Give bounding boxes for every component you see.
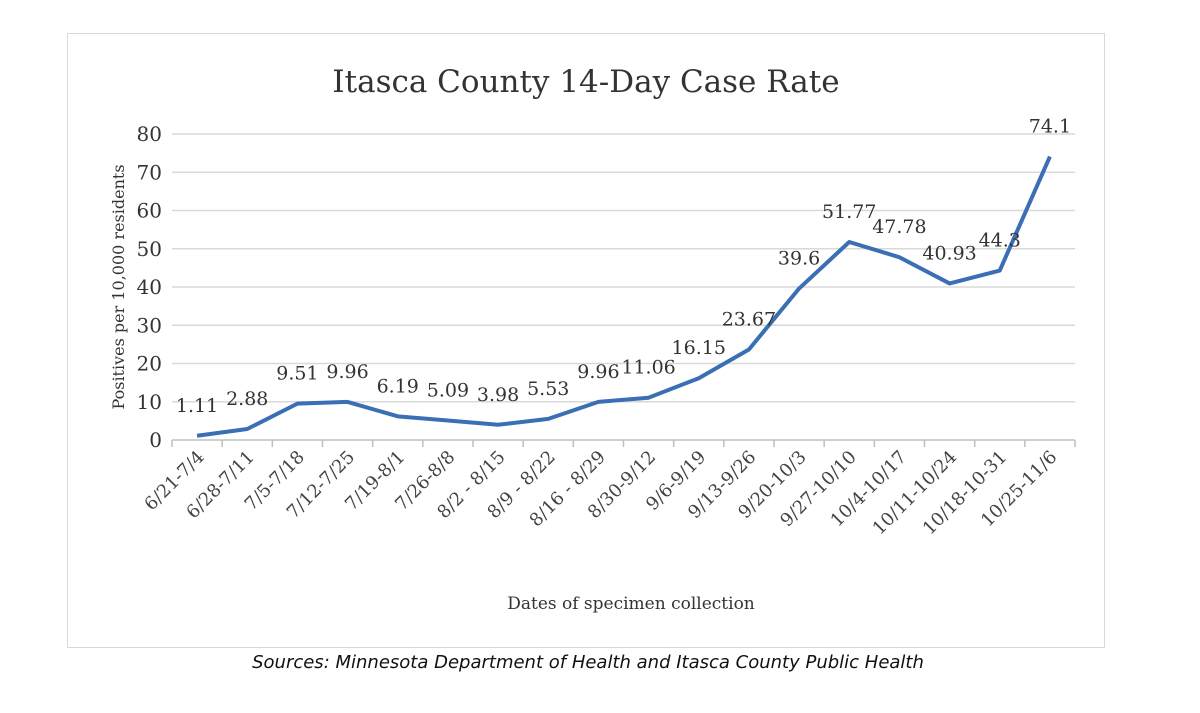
data-label: 11.06 [621,357,675,379]
y-tick-label: 30 [137,313,162,337]
data-label: 47.78 [872,216,926,238]
data-label: 23.67 [722,308,776,330]
data-label: 1.11 [176,395,218,417]
data-label: 3.98 [477,384,519,406]
data-label: 40.93 [922,242,976,264]
data-label: 5.09 [427,380,469,402]
y-tick-label: 40 [137,275,162,299]
source-note: Sources: Minnesota Department of Health … [252,652,924,673]
y-tick-label: 0 [149,428,162,452]
y-tick-label: 10 [137,390,162,414]
data-label: 74.1 [1029,116,1071,138]
y-tick-label: 50 [137,237,162,261]
data-label: 6.19 [377,375,419,397]
x-axis-label: Dates of specimen collection [507,594,755,614]
y-axis-label: Positives per 10,000 residents [109,164,128,409]
data-label: 9.96 [577,361,619,383]
y-tick-label: 80 [137,122,162,146]
data-label: 16.15 [672,337,726,359]
data-label: 9.51 [276,363,318,385]
data-label: 2.88 [226,388,268,410]
data-label: 9.96 [326,361,368,383]
series-line [196,155,1052,438]
data-label: 44.3 [979,230,1021,252]
y-tick-label: 70 [137,160,162,184]
data-label: 5.53 [527,378,569,400]
y-tick-label: 20 [137,352,162,376]
data-label: 39.6 [778,248,820,270]
data-label: 51.77 [822,201,876,223]
chart-frame [67,33,1105,648]
y-tick-label: 60 [137,199,162,223]
chart-title: Itasca County 14-Day Case Rate [332,64,839,100]
